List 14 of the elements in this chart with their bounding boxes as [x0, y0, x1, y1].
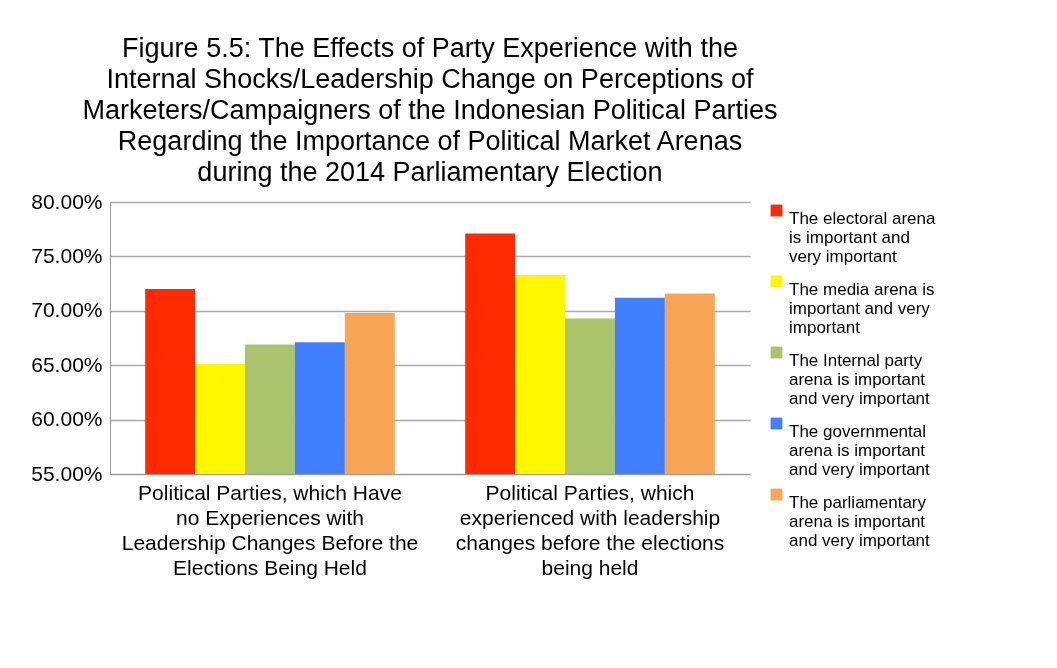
- legend-label: The governmental arena is important and very important: [789, 421, 931, 479]
- legend-label: The Internal party arena is important and very important: [789, 350, 931, 408]
- chart-title: Figure 5.5: The Effects of Party Experience with the Internal Shocks/Leadership Change on Perceptions of Marketers/Campaigners of the Indonesian Political Parties Regarding the Importance of Political Market Arenas during the 2014 Parliamentary Election: [82, 33, 778, 187]
- y-tick-label: 75.00%: [31, 243, 103, 267]
- x-tick-label: Political Parties, which Have no Experiences with Leadership Changes Before the Elections Being Held: [121, 480, 419, 579]
- y-tick-label: 70.00%: [31, 298, 103, 322]
- legend-label: The parliamentary arena is important and very important: [789, 492, 931, 550]
- y-tick-label: 55.00%: [31, 461, 103, 485]
- y-tick-label: 60.00%: [31, 407, 103, 431]
- legend-label: The electoral arena is important and very important: [789, 208, 937, 266]
- x-tick-label: Political Parties, which experienced with leadership changes before the elections being held: [455, 480, 725, 579]
- y-tick-label: 80.00%: [31, 189, 103, 213]
- legend-label: The media arena is important and very important: [789, 279, 935, 337]
- y-tick-label: 65.00%: [31, 352, 103, 376]
